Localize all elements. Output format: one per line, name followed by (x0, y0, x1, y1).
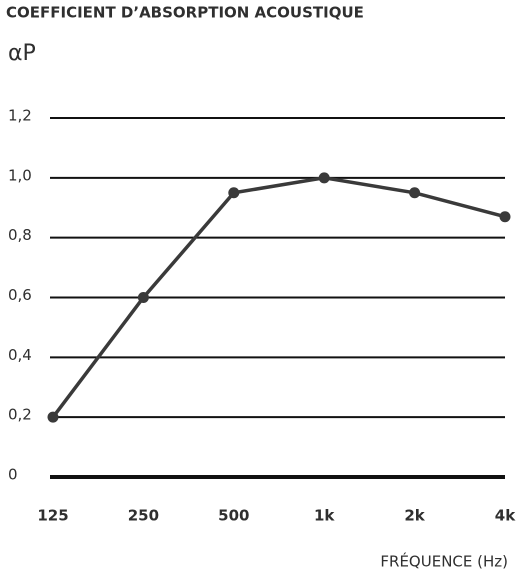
x-tick-label: 500 (218, 507, 249, 525)
point (318, 172, 330, 184)
chart-title: COEFFICIENT D’ABSORPTION ACOUSTIQUE (6, 4, 364, 22)
point (47, 411, 59, 423)
y-tick-label: 0,2 (8, 406, 32, 424)
point (137, 292, 149, 303)
x-axis-label: FRÉQUENCE (Hz) (380, 552, 508, 571)
point (499, 211, 511, 223)
x-tick-label: 1k (314, 507, 335, 525)
x-tick-label: 4k (495, 507, 516, 525)
point (409, 187, 421, 199)
y-tick-label: 1,2 (8, 107, 32, 125)
point (228, 187, 240, 199)
x-tick-label: 125 (37, 507, 68, 525)
x-tick-label: 250 (128, 507, 159, 525)
y-tick-label: 0,8 (8, 226, 32, 244)
y-tick-label: 0,4 (8, 346, 32, 364)
y-axis-label: αP (8, 41, 36, 66)
y-tick-label: 0,6 (8, 286, 32, 304)
series-line (51, 176, 506, 419)
y-tick-label: 0 (8, 466, 18, 484)
y-tick-label: 1,0 (8, 166, 32, 184)
x-tick-label: 2k (404, 507, 425, 525)
